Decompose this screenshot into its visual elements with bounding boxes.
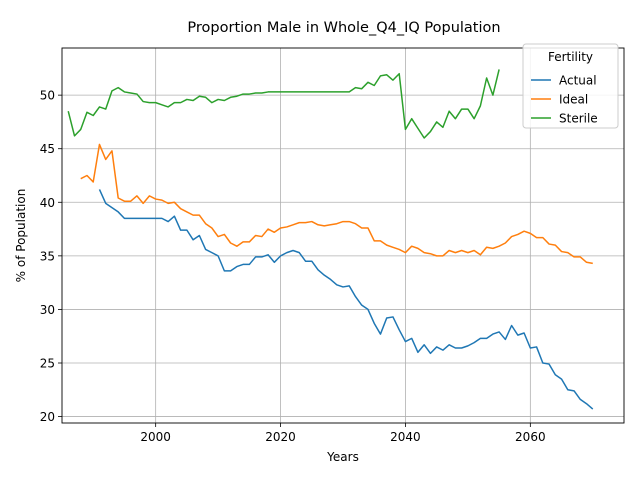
axis-ticks: 2000 2020 2040 2060 20 25 30 35 40 45 50 [40, 89, 546, 444]
y-tick-label: 35 [40, 249, 55, 263]
y-axis-label: % of Population [14, 189, 28, 283]
series-line-actual [98, 189, 594, 410]
x-tick-label: 2060 [515, 430, 546, 444]
chart-title: Proportion Male in Whole_Q4_IQ Populatio… [187, 20, 500, 36]
x-tick-label: 2040 [390, 430, 421, 444]
x-axis-label: Years [326, 450, 359, 464]
legend-label-actual: Actual [559, 74, 597, 88]
legend: Fertility Actual Ideal Sterile [522, 43, 619, 129]
series-line-ideal [80, 143, 593, 265]
y-tick-label: 30 [40, 303, 55, 317]
legend-label-ideal: Ideal [559, 93, 588, 107]
legend-title: Fertility [548, 50, 593, 64]
plot-area-frame [61, 47, 625, 424]
y-tick-label: 20 [40, 410, 55, 424]
x-tick-label: 2020 [265, 430, 296, 444]
y-tick-label: 50 [40, 89, 55, 103]
y-tick-label: 40 [40, 196, 55, 210]
y-tick-label: 45 [40, 142, 55, 156]
series-line-sterile [67, 69, 500, 139]
series-lines [67, 69, 594, 410]
x-tick-label: 2000 [140, 430, 171, 444]
legend-label-sterile: Sterile [559, 112, 598, 126]
y-tick-label: 25 [40, 357, 55, 371]
legend-box [522, 43, 619, 129]
